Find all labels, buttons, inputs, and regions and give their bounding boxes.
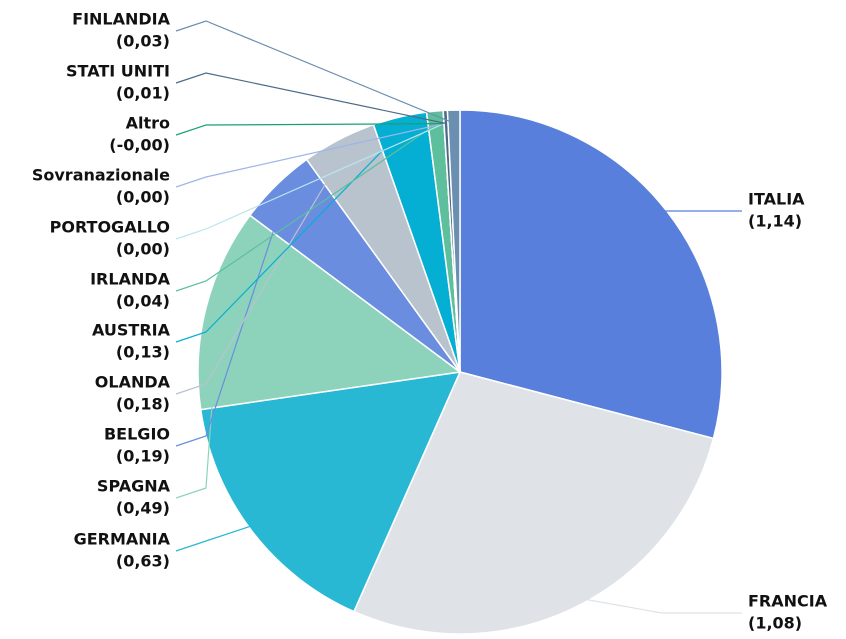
leader-line — [175, 20, 455, 124]
slice-value: (0,00) — [116, 240, 170, 259]
slice-value: (0,00) — [116, 188, 170, 207]
leader-line — [656, 210, 742, 221]
slice-label: AUSTRIA — [92, 321, 171, 340]
pie-slice — [446, 109, 461, 373]
slice-value: (1,08) — [748, 614, 802, 633]
leader-line — [175, 123, 445, 136]
slice-label: ITALIA — [748, 190, 805, 209]
pie-slice — [459, 109, 723, 440]
slice-label: STATI UNITI — [66, 62, 170, 81]
leader-line — [175, 129, 404, 343]
slice-label: Altro — [126, 114, 170, 133]
slice-value: (-0,00) — [109, 136, 170, 155]
slice-label: OLANDA — [95, 373, 171, 392]
leader-line — [175, 521, 262, 552]
slice-label: BELGIO — [104, 425, 170, 444]
leader-line — [175, 72, 447, 125]
slice-label: FRANCIA — [748, 592, 828, 611]
slice-value: (0,63) — [116, 552, 170, 571]
slice-value: (0,01) — [116, 84, 170, 103]
leader-line — [175, 194, 286, 447]
slice-label: GERMANIA — [74, 530, 171, 549]
pie-slice — [352, 371, 715, 635]
slice-value: (0,49) — [116, 499, 170, 518]
leader-line — [175, 151, 346, 395]
slice-value: (0,04) — [116, 292, 170, 311]
slice-label: FINLANDIA — [72, 10, 170, 29]
slice-value: (0,03) — [116, 32, 170, 51]
slice-value: (0,13) — [116, 343, 170, 362]
leader-line — [175, 123, 437, 292]
leader-line — [175, 123, 445, 188]
slice-label: SPAGNA — [97, 477, 171, 496]
slice-label: PORTOGALLO — [50, 218, 170, 237]
slice-label: IRLANDA — [90, 270, 171, 289]
slice-value: (0,19) — [116, 447, 170, 466]
slice-value: (1,14) — [748, 212, 802, 231]
leader-line — [175, 123, 445, 240]
slice-value: (0,18) — [116, 395, 170, 414]
leader-line — [567, 595, 742, 614]
slice-label: Sovranazionale — [32, 166, 170, 185]
pie-slice — [197, 214, 462, 411]
